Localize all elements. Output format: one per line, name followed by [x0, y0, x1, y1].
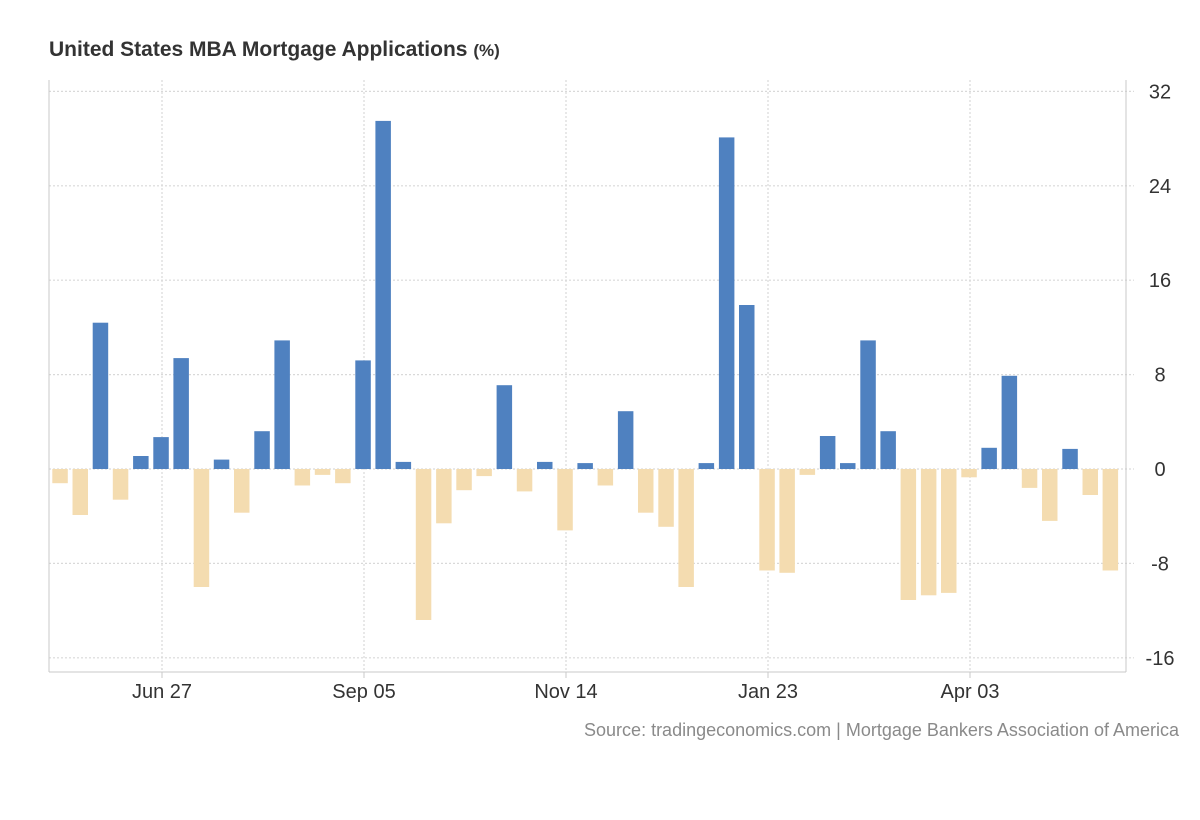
bar-negative	[961, 469, 977, 478]
chart-title: United States MBA Mortgage Applications …	[49, 38, 500, 62]
chart-title-unit: (%)	[473, 41, 500, 60]
bar-positive	[617, 411, 634, 469]
bar-negative	[1042, 469, 1058, 521]
bar-negative	[234, 469, 250, 513]
bar-positive	[981, 447, 997, 469]
bar-negative	[72, 469, 88, 515]
y-tick-label: -8	[1151, 553, 1169, 575]
bar-negative	[920, 469, 937, 596]
bar-positive	[698, 463, 715, 469]
bar-positive	[840, 463, 856, 469]
bar-negative	[516, 469, 533, 492]
bar-positive	[1001, 375, 1018, 469]
x-tick-label: Jun 27	[132, 681, 192, 703]
bar-negative	[597, 469, 614, 486]
bar-positive	[254, 431, 270, 469]
x-tick-label: Nov 14	[534, 681, 597, 703]
bar-positive	[395, 461, 412, 469]
bar-positive	[577, 463, 593, 469]
bar-negative	[1082, 469, 1098, 495]
bar-negative	[112, 469, 129, 500]
y-tick-label: 24	[1149, 176, 1171, 198]
bar-negative	[941, 469, 957, 593]
bar-positive	[1062, 448, 1078, 469]
bar-positive	[153, 437, 169, 469]
bar-positive	[133, 456, 149, 469]
bar-negative	[456, 469, 472, 491]
bar-negative	[678, 469, 694, 587]
bar-negative	[294, 469, 311, 486]
bar-positive	[496, 385, 513, 469]
bar-layer	[52, 120, 1119, 620]
bar-positive	[274, 340, 290, 469]
bar-negative	[638, 469, 654, 513]
bar-positive	[860, 340, 876, 469]
axis-layer: 32 24 16 8 0 -8 -16 Jun 27 Sep 05 Nov 14 Jan 23 Apr…	[48, 80, 1175, 703]
bar-negative	[759, 469, 775, 571]
bar-negative	[335, 469, 351, 484]
bar-positive	[819, 436, 836, 469]
bar-negative	[415, 469, 432, 620]
bar-positive	[739, 305, 755, 469]
bar-negative	[900, 469, 917, 600]
bar-negative	[436, 469, 452, 524]
y-tick-label: 16	[1149, 270, 1171, 292]
chart-title-text: United States MBA Mortgage Applications	[49, 38, 468, 61]
bar-positive	[92, 322, 109, 469]
x-tick-label: Jan 23	[738, 681, 798, 703]
bar-positive	[718, 137, 735, 469]
bar-positive	[537, 461, 553, 469]
x-tick-label: Apr 03	[941, 681, 1000, 703]
bar-positive	[375, 120, 391, 470]
y-tick-label: -16	[1146, 648, 1175, 670]
bar-positive	[355, 360, 371, 469]
y-tick-label: 8	[1154, 365, 1165, 387]
bar-negative	[476, 469, 492, 477]
bar-positive	[173, 358, 189, 469]
bar-negative	[1102, 469, 1119, 571]
grid-layer	[49, 80, 1134, 672]
y-tick-label: 32	[1149, 81, 1171, 103]
bar-negative	[658, 469, 674, 527]
bar-negative	[799, 469, 816, 475]
bar-negative	[1021, 469, 1038, 488]
bar-negative	[779, 469, 795, 573]
x-tick-label: Sep 05	[332, 681, 395, 703]
bar-positive	[880, 431, 896, 469]
bar-negative	[314, 469, 331, 475]
bar-positive	[213, 459, 230, 469]
y-tick-label: 0	[1154, 459, 1165, 481]
bar-negative	[52, 469, 68, 484]
bar-negative	[557, 469, 573, 531]
source-note: Source: tradingeconomics.com | Mortgage …	[584, 720, 1179, 740]
bar-negative	[193, 469, 210, 587]
